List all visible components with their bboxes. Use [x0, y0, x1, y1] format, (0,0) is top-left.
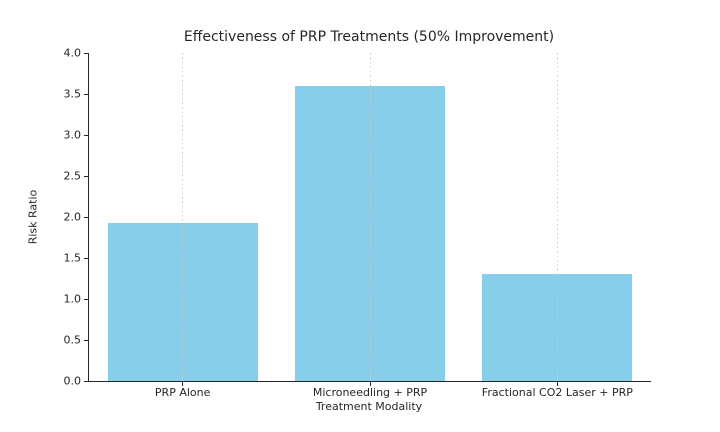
y-tick-label-1.5: 1.5 [63, 251, 82, 265]
y-tick-0.5 [84, 339, 88, 341]
y-axis-label: Risk Ratio [26, 189, 40, 245]
y-tick-label-3.5: 3.5 [63, 87, 82, 101]
gridline-microneedling-prp [369, 53, 371, 381]
y-tick-1.5 [84, 257, 88, 259]
y-tick-2.0 [84, 216, 88, 218]
x-axis-label: Treatment Modality [315, 400, 423, 413]
y-tick-0.0 [84, 380, 88, 382]
x-tick-label-microneedling-prp: Microneedling + PRP [312, 386, 428, 399]
gridline-prp-alone [182, 53, 184, 381]
y-tick-label-3.0: 3.0 [63, 128, 82, 142]
y-tick-label-0.5: 0.5 [63, 333, 82, 347]
gridline-fractional-co2-laser-prp [556, 53, 558, 381]
x-tick-label-prp-alone: PRP Alone [154, 386, 211, 399]
x-tick-fractional-co2-laser-prp [556, 382, 558, 386]
plot-area: PRP Alone Microneedling + PRP Fractional C… [64, 48, 651, 399]
chart-title: Effectiveness of PRP Treatments (50% Imp… [183, 29, 555, 45]
y-tick-2.5 [84, 175, 88, 177]
y-tick-label-0.0: 0.0 [63, 374, 82, 388]
y-tick-label-4.0: 4.0 [63, 46, 82, 60]
y-tick-4.0 [84, 52, 88, 54]
y-tick-1.0 [84, 298, 88, 300]
x-tick-label-fractional-co2-laser-prp: Fractional CO2 Laser + PRP [481, 386, 633, 399]
y-tick-label-1.0: 1.0 [63, 292, 82, 306]
x-tick-microneedling-prp [369, 382, 371, 386]
y-tick-label-2.5: 2.5 [63, 169, 82, 183]
x-tick-prp-alone [182, 382, 184, 386]
y-tick-3.0 [84, 134, 88, 136]
y-tick-label-2.0: 2.0 [63, 210, 82, 224]
y-tick-3.5 [84, 93, 88, 95]
